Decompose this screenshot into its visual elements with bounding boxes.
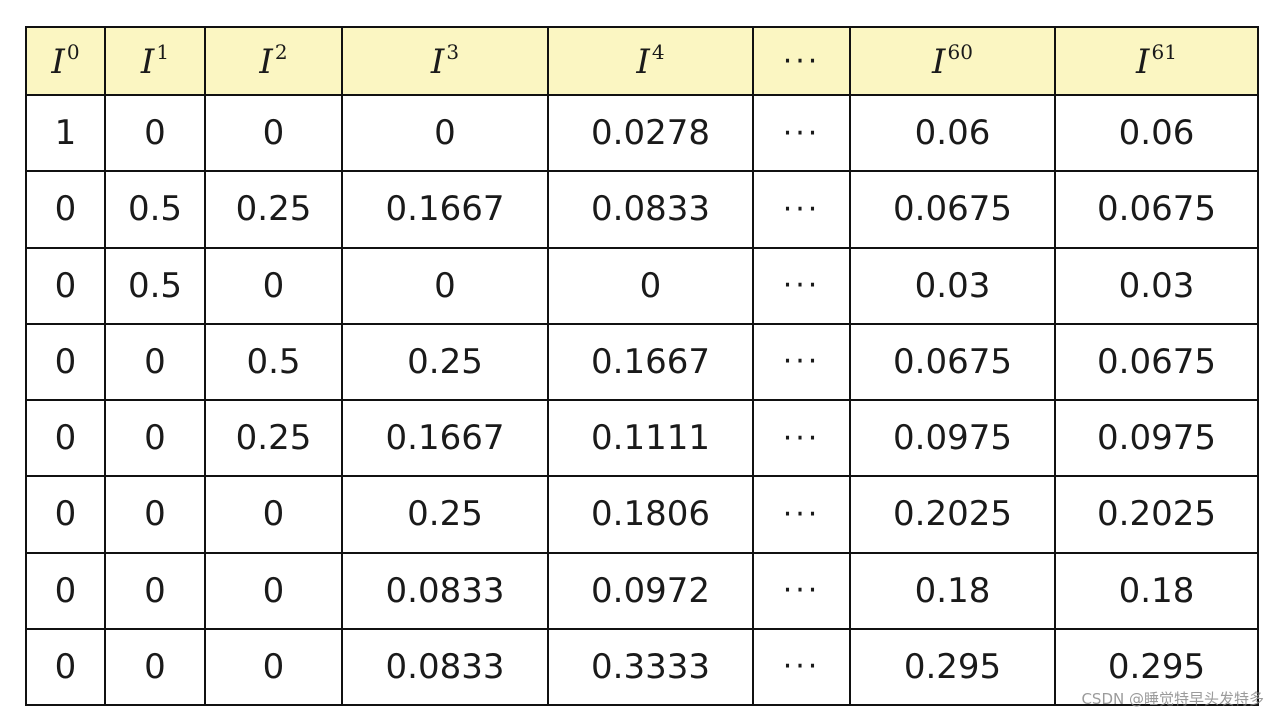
table-cell: 0.0675 bbox=[1054, 322, 1259, 402]
table-cell: 0 bbox=[104, 398, 206, 478]
table-cell: 0 bbox=[547, 246, 754, 325]
table-row: 0 0.5 0.25 0.1667 0.0833 ··· 0.0675 0.06… bbox=[25, 170, 1259, 249]
ellipsis-cell: ··· bbox=[752, 322, 851, 402]
table-cell: 0.03 bbox=[1054, 246, 1259, 325]
table-cell: 0 bbox=[204, 93, 343, 173]
table-cell: 0 bbox=[341, 93, 549, 173]
table-cell: 0.5 bbox=[104, 170, 206, 249]
table-cell: 0.06 bbox=[849, 93, 1056, 173]
table-cell: 0.3333 bbox=[547, 627, 754, 707]
table-row: 0 0 0.25 0.1667 0.1111 ··· 0.0975 0.0975 bbox=[25, 398, 1259, 478]
table-cell: 0 bbox=[204, 475, 343, 554]
table-cell: 0.18 bbox=[1054, 551, 1259, 630]
table-row: 0 0 0 0.0833 0.0972 ··· 0.18 0.18 bbox=[25, 551, 1259, 630]
ellipsis-cell: ··· bbox=[752, 627, 851, 707]
table-cell: 0 bbox=[204, 246, 343, 325]
table-cell: 0.0833 bbox=[547, 170, 754, 249]
table-cell: 0 bbox=[104, 475, 206, 554]
table-cell: 0.2025 bbox=[849, 475, 1056, 554]
table-cell: 0.0833 bbox=[341, 551, 549, 630]
table-cell: 0.06 bbox=[1054, 93, 1259, 173]
ellipsis-cell: ··· bbox=[752, 93, 851, 173]
table-cell: 0.25 bbox=[341, 475, 549, 554]
table-cell: 0 bbox=[104, 551, 206, 630]
table-cell: 0.0833 bbox=[341, 627, 549, 707]
table-cell: 0 bbox=[25, 551, 106, 630]
table-cell: 0.1667 bbox=[341, 398, 549, 478]
table-cell: 0 bbox=[25, 170, 106, 249]
table-cell: 0.295 bbox=[849, 627, 1056, 707]
header-cell-i60: I 60 bbox=[849, 26, 1056, 96]
table-cell: 0.0975 bbox=[1054, 398, 1259, 478]
table-cell: 1 bbox=[25, 93, 106, 173]
table-cell: 0 bbox=[204, 627, 343, 707]
table-cell: 0 bbox=[25, 398, 106, 478]
table-cell: 0.25 bbox=[204, 170, 343, 249]
table-cell: 0.18 bbox=[849, 551, 1056, 630]
table-cell: 0.0278 bbox=[547, 93, 754, 173]
table-cell: 0.0675 bbox=[1054, 170, 1259, 249]
table-cell: 0.0675 bbox=[849, 322, 1056, 402]
table-cell: 0 bbox=[341, 246, 549, 325]
ellipsis-cell: ··· bbox=[752, 170, 851, 249]
table-cell: 0.295 bbox=[1054, 627, 1259, 707]
table-cell: 0.5 bbox=[104, 246, 206, 325]
table-cell: 0.0675 bbox=[849, 170, 1056, 249]
table-cell: 0.5 bbox=[204, 322, 343, 402]
table-cell: 0.0975 bbox=[849, 398, 1056, 478]
table-row: 0 0 0.5 0.25 0.1667 ··· 0.0675 0.0675 bbox=[25, 322, 1259, 402]
table-cell: 0 bbox=[104, 322, 206, 402]
table-row: 0 0.5 0 0 0 ··· 0.03 0.03 bbox=[25, 246, 1259, 325]
table-cell: 0.0972 bbox=[547, 551, 754, 630]
table-cell: 0.25 bbox=[341, 322, 549, 402]
table-cell: 0 bbox=[25, 322, 106, 402]
ellipsis-cell: ··· bbox=[752, 246, 851, 325]
ellipsis-cell: ··· bbox=[752, 551, 851, 630]
table-cell: 0.03 bbox=[849, 246, 1056, 325]
table-cell: 0.1667 bbox=[547, 322, 754, 402]
table-row: 0 0 0 0.25 0.1806 ··· 0.2025 0.2025 bbox=[25, 475, 1259, 554]
table-cell: 0 bbox=[25, 475, 106, 554]
table-cell: 0.2025 bbox=[1054, 475, 1259, 554]
table-cell: 0 bbox=[104, 627, 206, 707]
table-cell: 0.1111 bbox=[547, 398, 754, 478]
table-cell: 0 bbox=[25, 246, 106, 325]
table-cell: 0 bbox=[204, 551, 343, 630]
watermark-text: CSDN @睡觉特早头发特多 bbox=[1081, 690, 1264, 708]
table-row: 1 0 0 0 0.0278 ··· 0.06 0.06 bbox=[25, 93, 1259, 173]
table-cell: 0.25 bbox=[204, 398, 343, 478]
header-cell-i61: I 61 bbox=[1054, 26, 1259, 96]
table-cell: 0.1667 bbox=[341, 170, 549, 249]
table-cell: 0.1806 bbox=[547, 475, 754, 554]
ellipsis-cell: ··· bbox=[752, 475, 851, 554]
table-cell: 0 bbox=[25, 627, 106, 707]
table-cell: 0 bbox=[104, 93, 206, 173]
table-row: 0 0 0 0.0833 0.3333 ··· 0.295 0.295 bbox=[25, 627, 1259, 707]
ellipsis-cell: ··· bbox=[752, 398, 851, 478]
header-cell-ellipsis: ··· bbox=[752, 26, 851, 96]
